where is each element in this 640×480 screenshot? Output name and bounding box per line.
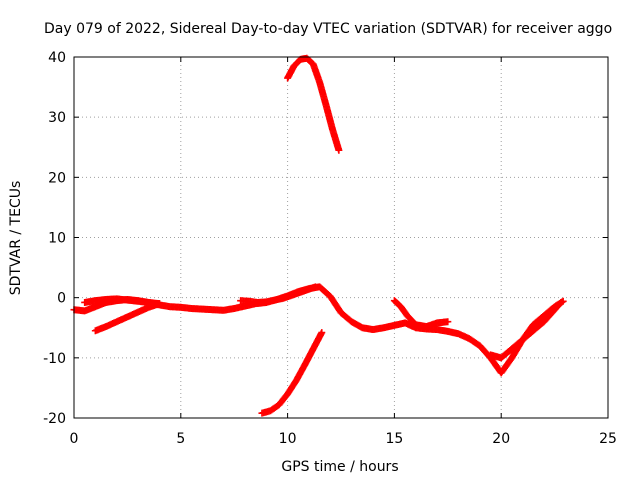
y-tick-label: -20 (43, 411, 66, 427)
series-arc-low (258, 329, 326, 417)
data-point (311, 283, 319, 291)
data-point (444, 318, 452, 326)
data-layer (70, 54, 567, 417)
x-tick-label: 10 (279, 431, 297, 447)
y-tick-label: 10 (48, 231, 66, 247)
y-tick-label: 30 (48, 110, 66, 126)
data-point (318, 329, 326, 337)
x-tick-label: 25 (599, 431, 617, 447)
series-arc-high (284, 54, 343, 154)
x-tick-label: 5 (176, 431, 185, 447)
data-point (556, 300, 564, 308)
x-tick-label: 0 (70, 431, 79, 447)
chart-title: Day 079 of 2022, Sidereal Day-to-day VTE… (44, 21, 612, 37)
series-arc-mid-day (237, 283, 319, 306)
data-point (335, 146, 343, 154)
y-axis-label: SDTVAR / TECUs (8, 181, 24, 296)
data-point (557, 298, 565, 306)
y-tick-label: 0 (57, 291, 66, 307)
x-tick-label: 20 (492, 431, 510, 447)
y-tick-label: -10 (43, 351, 66, 367)
tick-layer: 0 5 10 15 20 25 -20 -10 0 10 20 30 40 (43, 50, 617, 447)
x-tick-label: 15 (385, 431, 403, 447)
series-arc-morning (81, 295, 163, 308)
y-tick-label: 40 (48, 50, 66, 66)
series-arc-evening (487, 298, 565, 362)
data-point (155, 300, 163, 308)
x-axis-label: GPS time / hours (281, 459, 398, 475)
y-tick-label: 20 (48, 170, 66, 186)
grid-layer (74, 57, 608, 418)
series-arc-afternoon (390, 297, 452, 331)
